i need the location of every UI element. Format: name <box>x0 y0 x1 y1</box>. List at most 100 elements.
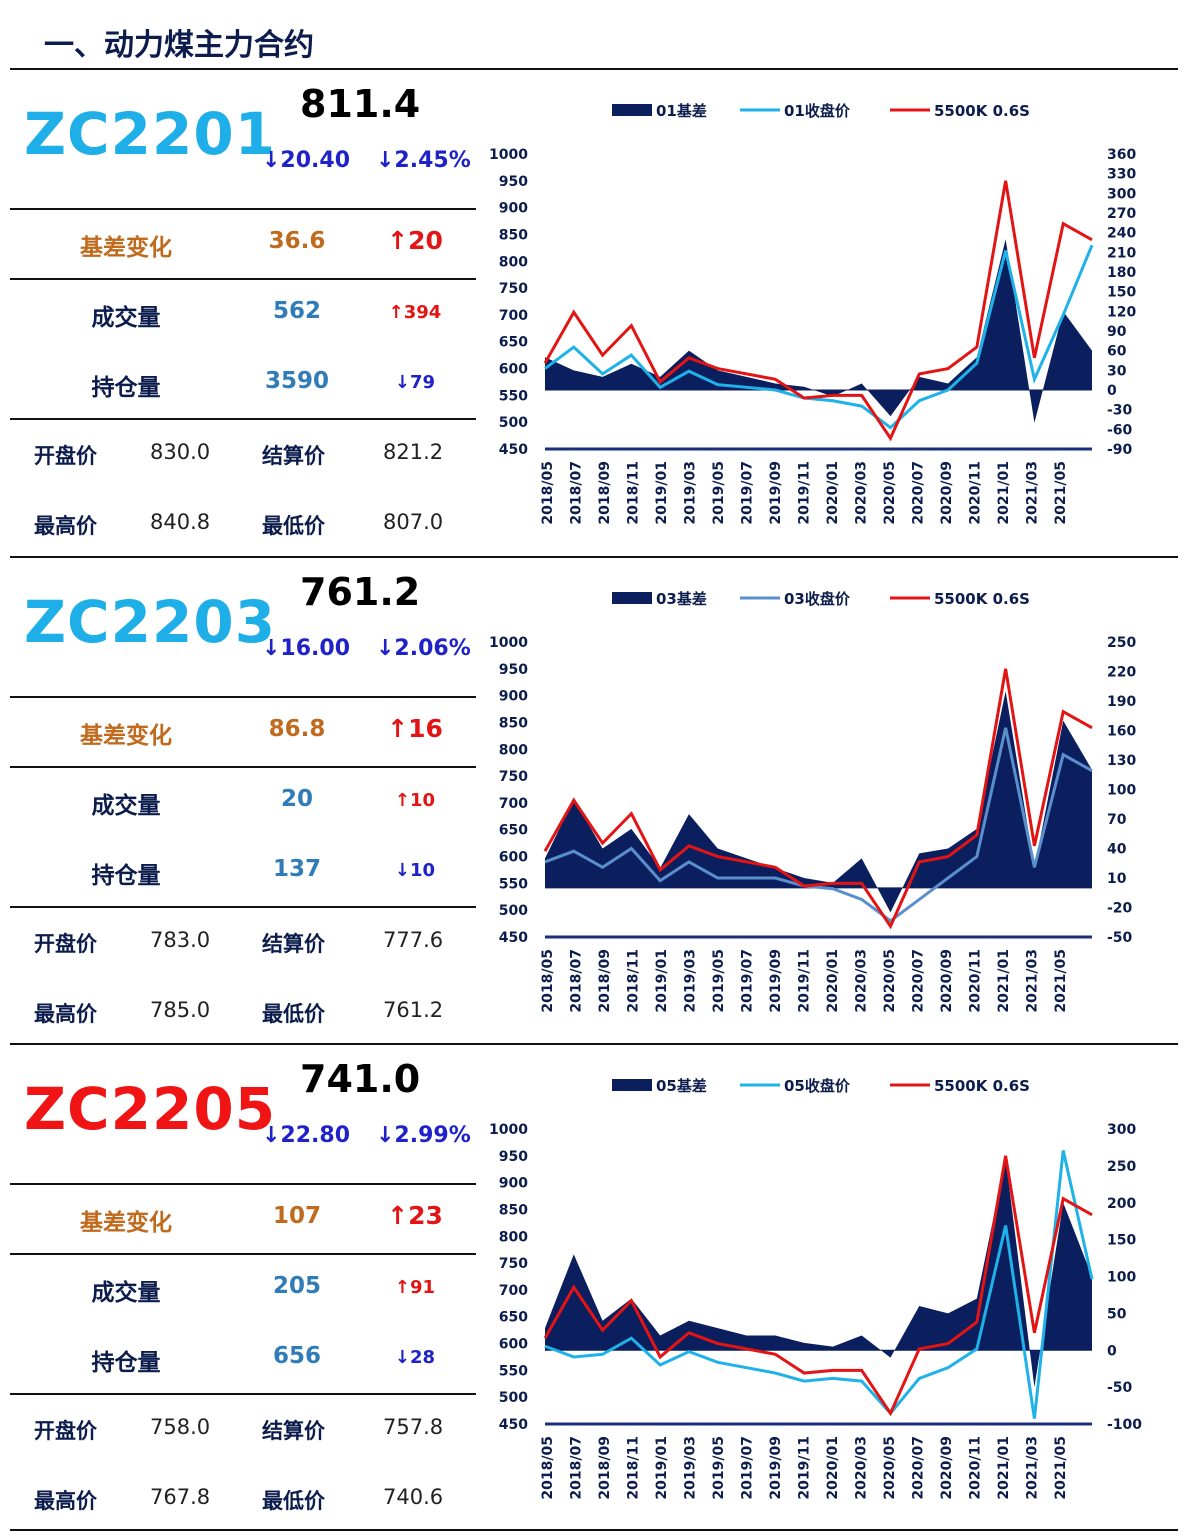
price-change-pct: ↓2.45% <box>376 148 471 173</box>
y-right-tick: 90 <box>1107 324 1127 340</box>
x-tick: 2019/03 <box>682 949 698 1013</box>
price-change: ↓22.80 <box>262 1123 351 1148</box>
x-tick: 2021/01 <box>996 461 1012 525</box>
x-tick: 2018/11 <box>625 1436 641 1500</box>
legend-label: 05基差 <box>656 1077 707 1095</box>
x-tick: 2021/01 <box>996 1436 1012 1500</box>
index-price-line <box>543 180 1093 442</box>
y-left-tick: 850 <box>499 227 528 243</box>
y-right-tick: 50 <box>1107 1306 1127 1322</box>
basis-chart: 03基差 03收盘价 5500K 0.6S 1000 950 900 850 800 750 70… <box>489 590 1136 1013</box>
legend-label: 5500K 0.6S <box>934 590 1030 608</box>
legend-label: 03收盘价 <box>784 590 851 608</box>
basis-change-delta: ↑23 <box>387 1201 443 1230</box>
y-left-tick: 850 <box>499 715 528 731</box>
volume-value: 20 <box>280 786 313 812</box>
high-label: 最高价 <box>34 1002 97 1026</box>
x-tick: 2018/05 <box>540 1436 556 1500</box>
open-interest-delta: ↓28 <box>394 1347 436 1368</box>
y-left-tick: 800 <box>499 742 528 758</box>
section-divider-2 <box>10 1043 1178 1045</box>
y-left-tick: 750 <box>499 281 528 297</box>
y-right-tick: 200 <box>1107 1196 1136 1212</box>
high-value: 785.0 <box>150 998 211 1022</box>
y-left-tick: 750 <box>499 1256 528 1272</box>
basis-chart: 01基差 01收盘价 5500K 0.6S100095090085080075070… <box>489 102 1136 525</box>
y-left-tick: 450 <box>499 442 528 458</box>
x-tick: 2018/07 <box>568 949 584 1013</box>
row-divider <box>10 906 476 908</box>
last-price: 741.0 <box>300 1057 421 1101</box>
y-right-tick: -60 <box>1107 422 1133 438</box>
y-right-tick: 30 <box>1107 363 1127 379</box>
low-label: 最低价 <box>262 514 325 538</box>
legend-swatch-basis <box>612 592 652 604</box>
page-title: 一、动力煤主力合约 <box>44 28 314 63</box>
contract-panel: ZC2205 741.0 ↓22.80 ↓2.99% 基差变化 107 ↑23 … <box>0 1045 1200 1533</box>
x-tick: 2019/01 <box>654 461 670 525</box>
y-left-tick: 500 <box>499 903 528 919</box>
y-left-tick: 1000 <box>489 1122 528 1138</box>
low-value: 761.2 <box>383 998 444 1022</box>
row-divider <box>10 766 476 768</box>
volume-label: 成交量 <box>91 1280 161 1306</box>
basis-change-delta: ↑20 <box>387 226 443 255</box>
price-change-pct: ↓2.06% <box>376 636 471 661</box>
basis-change-value: 86.8 <box>268 716 326 742</box>
contract-code: ZC2205 <box>24 1075 277 1143</box>
y-left-tick: 850 <box>499 1202 528 1218</box>
y-right-tick: 70 <box>1107 812 1127 828</box>
y-left-tick: 700 <box>499 1283 528 1299</box>
y-right-tick: 250 <box>1107 635 1136 651</box>
x-tick: 2021/05 <box>1053 461 1069 525</box>
open-label: 开盘价 <box>34 932 97 956</box>
high-value: 840.8 <box>150 510 211 534</box>
y-right-tick: 0 <box>1107 1343 1117 1359</box>
x-tick: 2020/01 <box>825 949 841 1013</box>
open-interest-value: 3590 <box>264 368 329 394</box>
x-tick: 2019/07 <box>739 1436 755 1500</box>
legend-swatch-basis <box>612 104 652 116</box>
y-left-tick: 900 <box>499 1176 528 1192</box>
low-label: 最低价 <box>262 1002 325 1026</box>
low-label: 最低价 <box>262 1489 325 1513</box>
price-change: ↓20.40 <box>262 148 351 173</box>
x-tick: 2018/09 <box>597 461 613 525</box>
volume-label: 成交量 <box>91 305 161 331</box>
x-tick: 2020/03 <box>853 461 869 525</box>
y-left-tick: 550 <box>499 876 528 892</box>
y-right-tick: -50 <box>1107 1380 1133 1396</box>
title-divider <box>10 68 1178 70</box>
basis-area <box>545 691 1092 913</box>
y-right-tick: 190 <box>1107 694 1136 710</box>
legend-label: 05收盘价 <box>784 1077 851 1095</box>
row-divider <box>10 1393 476 1395</box>
x-tick: 2021/05 <box>1053 949 1069 1013</box>
open-label: 开盘价 <box>34 444 97 468</box>
x-tick: 2019/09 <box>768 1436 784 1500</box>
contract-code: ZC2201 <box>24 100 277 168</box>
open-interest-label: 持仓量 <box>91 375 161 401</box>
bottom-divider <box>10 1529 1178 1531</box>
y-left-tick: 500 <box>499 1390 528 1406</box>
last-price: 811.4 <box>300 82 421 126</box>
volume-value: 205 <box>272 1273 321 1299</box>
y-right-tick: 270 <box>1107 206 1136 222</box>
y-right-tick: -20 <box>1107 901 1133 917</box>
x-tick: 2019/05 <box>711 461 727 525</box>
settle-value: 821.2 <box>383 440 444 464</box>
y-left-tick: 700 <box>499 308 528 324</box>
x-tick: 2020/11 <box>967 1436 983 1500</box>
y-right-tick: 10 <box>1107 871 1127 887</box>
y-right-tick: 60 <box>1107 344 1127 360</box>
y-right-tick: 210 <box>1107 245 1136 261</box>
x-tick: 2019/01 <box>654 949 670 1013</box>
settle-label: 结算价 <box>262 1419 325 1443</box>
y-right-tick: 180 <box>1107 265 1136 281</box>
y-right-tick: -50 <box>1107 930 1133 946</box>
x-tick: 2021/03 <box>1024 1436 1040 1500</box>
y-left-tick: 950 <box>499 662 528 678</box>
volume-delta: ↑394 <box>388 302 442 323</box>
basis-change-label: 基差变化 <box>80 723 172 749</box>
x-tick: 2018/05 <box>540 949 556 1013</box>
